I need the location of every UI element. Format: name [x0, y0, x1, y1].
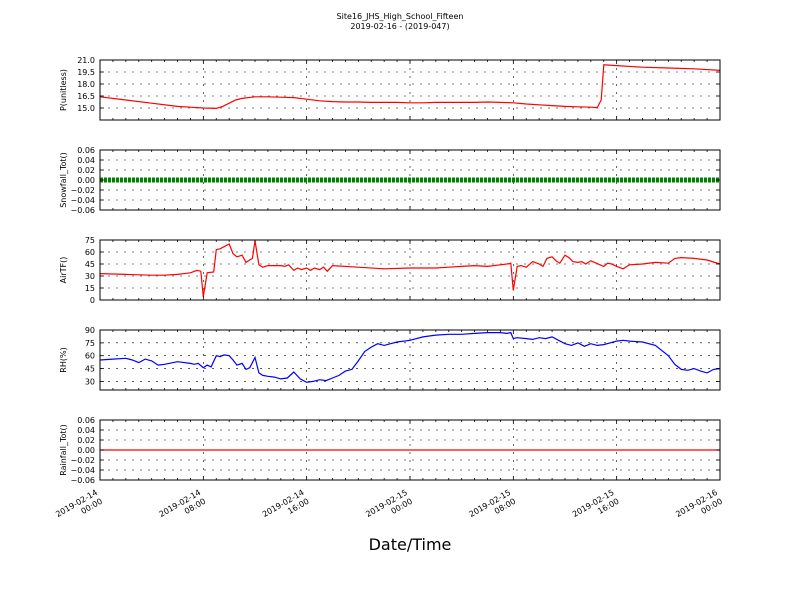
x-tick-label: 2019-02-1408:00 — [158, 488, 208, 528]
y-tick-label: 0.06 — [77, 416, 95, 425]
x-tick-label: 2019-02-1416:00 — [261, 488, 311, 528]
panel-2: −0.06−0.04−0.020.000.020.040.06 Snowfall_… — [59, 146, 721, 215]
panel-3: 0 15 30 45 60 75 AirTF() — [59, 236, 721, 305]
y-tick-label: 45 — [85, 260, 95, 269]
y-tick-label: −0.06 — [70, 206, 95, 215]
y-tick-label: −0.02 — [70, 456, 95, 465]
x-tick-label: 2019-02-1516:00 — [571, 488, 621, 528]
y-tick-label: 15 — [85, 284, 95, 293]
y-tick-label: −0.04 — [70, 466, 95, 475]
y-tick-label: 60 — [85, 248, 95, 257]
y-tick-label: 75 — [85, 236, 95, 245]
panel-5: −0.06−0.04−0.020.000.020.040.06 Rainfall_… — [54, 416, 724, 528]
y-tick-label: 19.5 — [77, 68, 95, 77]
y-tick-label: 18.0 — [77, 80, 95, 89]
x-tick-label: 2019-02-1500:00 — [364, 488, 414, 528]
y-tick-label: −0.04 — [70, 196, 95, 205]
y-axis-label: Rainfall_Tot() — [59, 424, 68, 476]
figure-subtitle: 2019-02-16 - (2019-047) — [350, 22, 449, 31]
y-tick-label: 21.0 — [77, 56, 95, 65]
y-tick-label: 30 — [85, 377, 95, 386]
x-tick-label: 2019-02-1400:00 — [54, 488, 104, 528]
panel-1: 15.0 16.5 18.0 19.5 21.0 P(unitless) — [59, 56, 721, 121]
x-axis-label: Date/Time — [369, 535, 452, 554]
y-axis-label: AirTF() — [59, 257, 68, 284]
x-tick-label: 2019-02-1508:00 — [468, 488, 518, 528]
y-tick-label: 0.02 — [77, 436, 95, 445]
y-tick-label: 30 — [85, 272, 95, 281]
series-line — [99, 331, 721, 383]
y-tick-label: 15.0 — [77, 104, 95, 113]
y-tick-label: 16.5 — [77, 92, 95, 101]
y-axis-label: P(unitless) — [59, 69, 68, 111]
series-line — [99, 64, 721, 110]
y-tick-label: −0.06 — [70, 476, 95, 485]
y-tick-label: 0.02 — [77, 166, 95, 175]
y-tick-label: 0.06 — [77, 146, 95, 155]
y-tick-label: −0.02 — [70, 186, 95, 195]
y-axis-label: Snowfall_Tot() — [59, 152, 68, 208]
panels: 15.016.518.019.521.0P(unitless)−0.06−0.0… — [54, 56, 724, 528]
panel-4: 30 45 60 75 90 RH(%) — [59, 326, 721, 391]
y-tick-label: 60 — [85, 352, 95, 361]
y-tick-label: 0 — [90, 296, 95, 305]
y-tick-label: 0.00 — [77, 446, 95, 455]
y-tick-label: 0.00 — [77, 176, 95, 185]
y-tick-label: 0.04 — [77, 156, 95, 165]
y-tick-label: 45 — [85, 365, 95, 374]
y-tick-label: 90 — [85, 326, 95, 335]
y-tick-label: 75 — [85, 339, 95, 348]
y-tick-label: 0.04 — [77, 426, 95, 435]
series-line — [99, 240, 721, 297]
figure-title: Site16_JHS_High_School_Fifteen — [337, 12, 464, 21]
y-axis-label: RH(%) — [59, 347, 68, 372]
x-tick-label: 2019-02-1600:00 — [674, 488, 724, 528]
